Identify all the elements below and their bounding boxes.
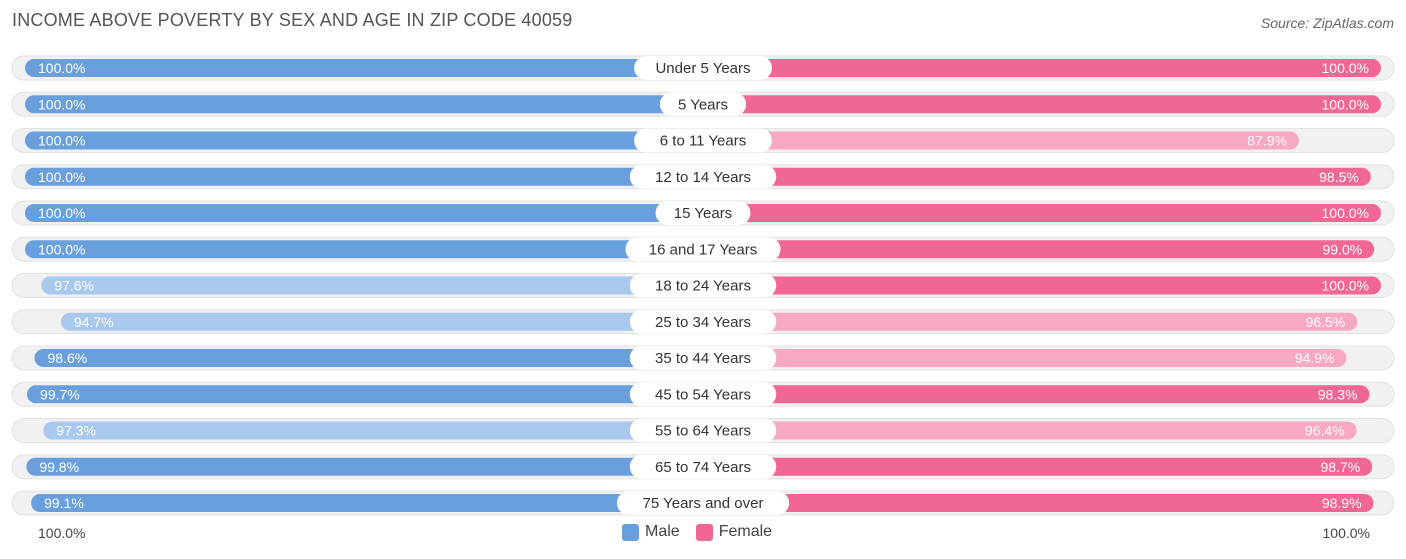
category-label: 75 Years and over <box>643 495 764 512</box>
category-pill <box>629 454 777 479</box>
bar-male <box>25 59 703 77</box>
category-label: 65 to 74 Years <box>655 459 751 476</box>
category-pill <box>634 128 772 153</box>
category-label: 35 to 44 Years <box>655 350 751 367</box>
bar-label-male: 99.8% <box>39 459 79 475</box>
category-pill <box>634 56 772 80</box>
bar-female <box>703 349 1347 367</box>
bar-label-female: 98.7% <box>1320 459 1360 475</box>
category-pill <box>616 491 790 515</box>
bar-male <box>27 385 704 404</box>
bar-female <box>703 276 1381 295</box>
bar-male <box>25 95 703 114</box>
category-label: 15 Years <box>674 205 732 222</box>
legend-item-male: Male <box>622 523 680 541</box>
bar-female <box>703 494 1374 512</box>
legend-swatch-male <box>622 523 639 541</box>
bar-male <box>25 204 703 222</box>
category-pill <box>625 237 781 262</box>
bar-label-male: 94.7% <box>74 314 114 330</box>
bar-male <box>43 421 703 440</box>
bar-female <box>703 421 1357 440</box>
bar-male <box>41 276 704 295</box>
category-label: Under 5 Years <box>655 60 750 77</box>
bar-female <box>703 131 1299 150</box>
bar-label-male: 99.7% <box>40 386 80 402</box>
axis-right-label: 100.0% <box>1322 525 1370 541</box>
bar-label-female: 100.0% <box>1322 60 1369 76</box>
bar-male <box>60 312 703 331</box>
bar-label-male: 99.1% <box>44 495 84 511</box>
bar-label-male: 98.6% <box>47 350 87 366</box>
bar-chart: 100.0% 100.0% Under 5 Years 100.0% 100.0% 5 Y… <box>11 55 1395 516</box>
category-pill <box>629 382 777 407</box>
category-pill <box>629 346 777 370</box>
bar-female <box>703 204 1381 222</box>
bar-label-male: 100.0% <box>38 96 85 112</box>
bar-label-female: 87.9% <box>1247 133 1287 149</box>
category-pill <box>629 309 777 334</box>
legend-item-female: Female <box>695 523 773 541</box>
category-label: 18 to 24 Years <box>655 278 751 295</box>
bar-label-female: 100.0% <box>1322 96 1369 112</box>
bar-male <box>34 349 703 367</box>
bar-male <box>25 240 703 259</box>
axis-left-label: 100.0% <box>38 525 86 541</box>
bar-female <box>703 167 1371 186</box>
category-pill <box>629 164 777 189</box>
bar-label-female: 98.3% <box>1318 386 1358 402</box>
bar-label-male: 100.0% <box>38 133 85 149</box>
bar-label-female: 99.0% <box>1323 241 1363 257</box>
bar-male <box>25 167 703 186</box>
bar-female <box>703 240 1375 259</box>
category-label: 16 and 17 Years <box>649 241 757 258</box>
bar-male <box>25 131 703 150</box>
legend-swatch-female <box>695 523 713 541</box>
category-label: 6 to 11 Years <box>660 133 746 150</box>
legend-label-female: Female <box>718 523 773 540</box>
bar-label-male: 100.0% <box>38 169 85 185</box>
bar-label-male: 97.3% <box>56 423 96 439</box>
bar-label-female: 100.0% <box>1322 205 1369 221</box>
bar-male <box>26 457 703 476</box>
bar-female <box>703 312 1358 331</box>
bar-label-male: 100.0% <box>38 60 85 76</box>
bar-female <box>703 385 1370 404</box>
legend-label-male: Male <box>645 523 680 540</box>
category-pill <box>655 201 751 225</box>
legend: Male Female <box>622 523 788 541</box>
bar-label-female: 100.0% <box>1322 278 1369 294</box>
bar-female <box>703 457 1373 476</box>
bar-label-male: 97.6% <box>54 278 94 294</box>
category-pill <box>629 273 777 298</box>
bar-label-female: 96.4% <box>1305 423 1345 439</box>
bar-male <box>31 494 704 512</box>
bar-label-male: 100.0% <box>38 205 85 221</box>
bar-female <box>703 95 1381 114</box>
category-label: 55 to 64 Years <box>655 423 751 440</box>
bar-female <box>703 59 1381 77</box>
category-pill <box>629 418 777 443</box>
category-label: 45 to 54 Years <box>655 386 751 403</box>
chart-title: INCOME ABOVE POVERTY BY SEX AND AGE IN Z… <box>12 10 573 30</box>
bar-label-female: 98.5% <box>1319 169 1359 185</box>
category-label: 12 to 14 Years <box>655 169 751 186</box>
bar-label-male: 100.0% <box>38 241 85 257</box>
category-pill <box>659 92 747 117</box>
bar-label-female: 96.5% <box>1306 314 1346 330</box>
chart-source: Source: ZipAtlas.com <box>1260 15 1394 31</box>
bar-label-female: 98.9% <box>1322 495 1362 511</box>
bar-label-female: 94.9% <box>1295 350 1335 366</box>
category-label: 5 Years <box>678 96 728 113</box>
category-label: 25 to 34 Years <box>655 314 751 331</box>
